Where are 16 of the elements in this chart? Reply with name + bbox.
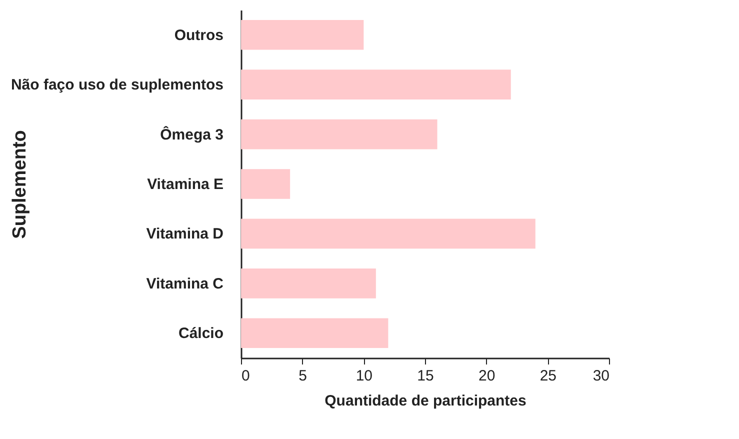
y-tick-label: Outros (174, 26, 224, 44)
x-tick-label: 20 (478, 368, 496, 384)
y-tick-label: Vitamina E (147, 176, 224, 193)
y-tick-label: Cálcio (178, 325, 224, 342)
x-tick-label: 10 (356, 368, 373, 384)
x-axis-title: Quantidade de participantes (324, 392, 526, 410)
x-tick-label: 25 (540, 368, 557, 384)
y-axis-title: Suplemento (10, 130, 30, 239)
x-tick-label: 15 (417, 368, 434, 384)
y-tick-label: Não faço uso de suplementos (10, 76, 224, 94)
x-tick-label: 0 (242, 368, 250, 384)
x-tick-label: 5 (298, 368, 308, 384)
y-tick-label: Vitamina C (146, 275, 224, 292)
x-tick-label: 30 (592, 368, 610, 384)
y-tick-label: Ômega 3 (160, 125, 224, 144)
y-tick-label: Vitamina D (146, 226, 224, 243)
